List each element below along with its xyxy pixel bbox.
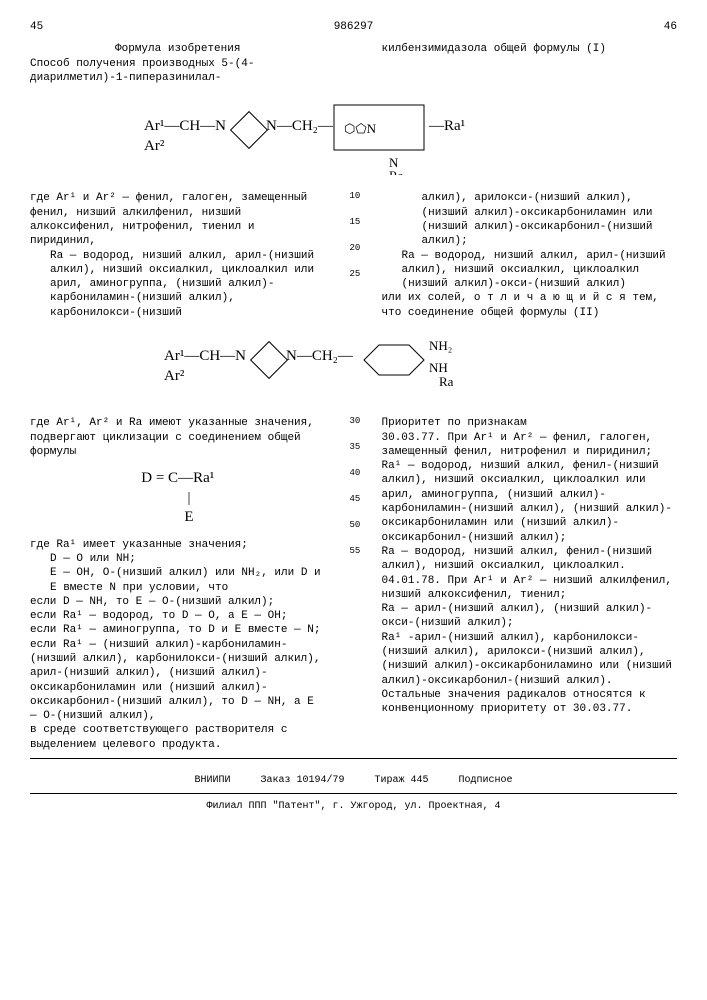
footer: ВНИИПИ Заказ 10194/79 Тираж 445 Подписно…	[30, 774, 677, 813]
block1-right: алкил), арилокси-(низший алкил), (низший…	[382, 191, 678, 320]
block2: где Ar¹, Ar² и Ra имеют указанные значен…	[30, 416, 677, 752]
b2-l1: подвергают циклизации с соединением обще…	[30, 431, 326, 460]
b2-l0: где Ar¹, Ar² и Ra имеют указанные значен…	[30, 416, 326, 430]
intro-right: килбензимидазола общей формулы (I)	[382, 42, 678, 85]
b2-l3-0: где Ra¹ имеет указанные значения;	[30, 538, 326, 552]
formula-1: Ar¹—CH—N Ar² N—CH₂— ⬡⬠N —Ra¹ N Ra	[30, 95, 677, 181]
b1-r1: Ra — водород, низший алкил, арил-(низший…	[382, 249, 678, 292]
line-numbers-1: 10 15 20 25	[346, 191, 362, 320]
b2-r7: Остальные значения радикалов относятся к…	[382, 688, 678, 717]
intro-columns: Формула изобретения Способ получения про…	[30, 42, 677, 85]
footer-tirazh: Тираж 445	[375, 775, 429, 786]
footer-address: Филиал ППП "Патент", г. Ужгород, ул. Про…	[30, 800, 677, 813]
page-right: 46	[664, 20, 677, 34]
svg-text:—Ra¹: —Ra¹	[428, 118, 465, 134]
line-numbers-2: 30 35 40 45 50 55	[346, 416, 362, 752]
b2-l3-5: если Ra¹ — аминогруппа, то D и E вместе …	[30, 623, 326, 637]
b2-l3-6: если Ra¹ — (низший алкил)-карбониламин-(…	[30, 638, 326, 724]
b2-r5: Ra — арил-(низший алкил), (низший алкил)…	[382, 602, 678, 631]
block2-left: где Ar¹, Ar² и Ra имеют указанные значен…	[30, 416, 326, 752]
b2-r4: 04.01.78. При Ar¹ и Ar² — низший алкилфе…	[382, 574, 678, 603]
b2-l3-2: E — OH, O-(низший алкил) или NH₂, или D …	[30, 566, 326, 595]
b1-r2: или их солей, о т л и ч а ю щ и й с я те…	[382, 291, 678, 320]
b2-l3-4: если Ra¹ — водород, то D — O, а E — OH;	[30, 609, 326, 623]
svg-text:Ar¹—CH—N: Ar¹—CH—N	[164, 348, 246, 364]
patent-number: 986297	[334, 20, 374, 34]
b1-r0: алкил), арилокси-(низший алкил), (низший…	[382, 191, 678, 248]
divider	[30, 758, 677, 759]
b2-l3-1: D — O или NH;	[30, 552, 326, 566]
block1-left: где Ar¹ и Ar² — фенил, галоген, замещенн…	[30, 191, 326, 320]
intro-left-para: Способ получения производных 5-(4-диарил…	[30, 57, 326, 86]
svg-text:⬡⬠N: ⬡⬠N	[344, 121, 377, 136]
block1: где Ar¹ и Ar² — фенил, галоген, замещенн…	[30, 191, 677, 320]
intro-left: Формула изобретения Способ получения про…	[30, 42, 326, 85]
page-left: 45	[30, 20, 43, 34]
footer-org: ВНИИПИ	[194, 775, 230, 786]
svg-text:N—CH₂—: N—CH₂—	[286, 348, 354, 364]
formula-2: Ar¹—CH—N Ar² N—CH₂— NH₂ NH Ra	[30, 330, 677, 406]
b2-l3-3: если D — NH, то E — O-(низший алкил);	[30, 595, 326, 609]
footer-order: Заказ 10194/79	[260, 775, 344, 786]
b2-r1: 30.03.77. При Ar¹ и Ar² — фенил, галоген…	[382, 431, 678, 460]
b1-l0: где Ar¹ и Ar² — фенил, галоген, замещенн…	[30, 191, 326, 248]
svg-text:Ar¹—CH—N: Ar¹—CH—N	[144, 118, 226, 134]
formula-3: D = C—Ra¹ | E	[30, 469, 326, 528]
svg-text:N—CH₂—: N—CH₂—	[266, 118, 334, 134]
svg-text:Ra: Ra	[439, 374, 454, 389]
page-header: 45 986297 46	[30, 20, 677, 34]
b1-l1: Ra — водород, низший алкил, арил-(низший…	[30, 249, 326, 320]
block2-right: Приоритет по признакам 30.03.77. При Ar¹…	[382, 416, 678, 752]
svg-text:Ra: Ra	[389, 168, 404, 175]
svg-text:Ar²: Ar²	[144, 138, 165, 154]
b2-l3-7: в среде соответствующего растворителя с …	[30, 723, 326, 752]
b2-r2: Ra¹ — водород, низший алкил, фенил-(низш…	[382, 459, 678, 545]
intro-right-para: килбензимидазола общей формулы (I)	[382, 42, 678, 56]
svg-text:NH: NH	[429, 360, 448, 375]
b2-r3: Ra — водород, низший алкил, фенил-(низши…	[382, 545, 678, 574]
svg-text:NH₂: NH₂	[429, 338, 452, 353]
formula-title: Формула изобретения	[30, 42, 326, 56]
b2-r0: Приоритет по признакам	[382, 416, 678, 430]
b2-r6: Ra¹ -арил-(низший алкил), карбонилокси-(…	[382, 631, 678, 688]
svg-text:Ar²: Ar²	[164, 368, 185, 384]
footer-sub: Подписное	[459, 775, 513, 786]
